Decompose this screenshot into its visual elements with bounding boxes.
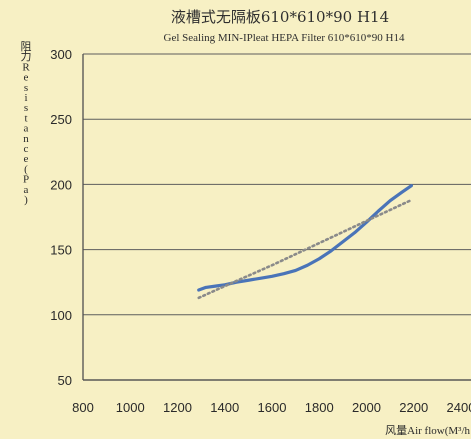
y-axis-label-char-0: 阻 bbox=[21, 40, 32, 53]
y-axis-label-char-13: P bbox=[23, 174, 29, 186]
y-axis-label-char-6: s bbox=[24, 102, 28, 114]
ticks-layer: 50 100 150 200 250 300 800 1000 1200 1400 1600 1800… bbox=[50, 47, 471, 415]
x-tick-label-1400: 1400 bbox=[210, 400, 239, 415]
y-axis-label-char-12: ( bbox=[24, 163, 28, 175]
x-tick-label-2000: 2000 bbox=[352, 400, 381, 415]
y-tick-label-50: 50 bbox=[58, 373, 72, 388]
y-axis-label-char-15: ) bbox=[24, 194, 28, 206]
y-axis-label-char-1: 力 bbox=[21, 50, 32, 63]
series-layer bbox=[197, 184, 413, 300]
x-axis-label: 风量Air flow(M³/h bbox=[385, 424, 470, 437]
x-tick-label-1000: 1000 bbox=[116, 400, 145, 415]
x-tick-label-800: 800 bbox=[72, 400, 94, 415]
y-tick-label-300: 300 bbox=[50, 47, 72, 62]
y-axis-label-char-11: e bbox=[24, 153, 29, 165]
y-tick-label-250: 250 bbox=[50, 112, 72, 127]
x-tick-label-2200: 2200 bbox=[399, 400, 428, 415]
x-tick-label-1200: 1200 bbox=[163, 400, 192, 415]
chart-subtitle: Gel Sealing MIN-IPleat HEPA Filter 610*6… bbox=[164, 32, 405, 44]
y-axis-label-char-5: i bbox=[24, 92, 27, 104]
y-axis-label-char-4: s bbox=[24, 82, 28, 94]
axis-layer bbox=[82, 54, 471, 381]
y-axis-label-char-7: t bbox=[24, 112, 27, 124]
trend-line-dotted bbox=[197, 198, 413, 300]
y-axis-label-char-8: a bbox=[24, 123, 29, 135]
y-tick-label-200: 200 bbox=[50, 177, 72, 192]
chart-title: 液槽式无隔板610*610*90 H14 bbox=[171, 8, 389, 26]
y-axis-label-char-2: R bbox=[22, 61, 30, 73]
y-tick-label-100: 100 bbox=[50, 308, 72, 323]
y-axis-label-char-9: n bbox=[23, 133, 29, 145]
x-tick-label-1600: 1600 bbox=[258, 400, 287, 415]
y-axis-label-char-3: e bbox=[24, 72, 29, 84]
x-tick-label-1800: 1800 bbox=[305, 400, 334, 415]
x-tick-label-2400: 2400 bbox=[447, 400, 471, 415]
y-tick-label-150: 150 bbox=[50, 243, 72, 258]
y-axis-label-char-14: a bbox=[24, 184, 29, 196]
y-axis-label-char-10: c bbox=[24, 143, 29, 155]
